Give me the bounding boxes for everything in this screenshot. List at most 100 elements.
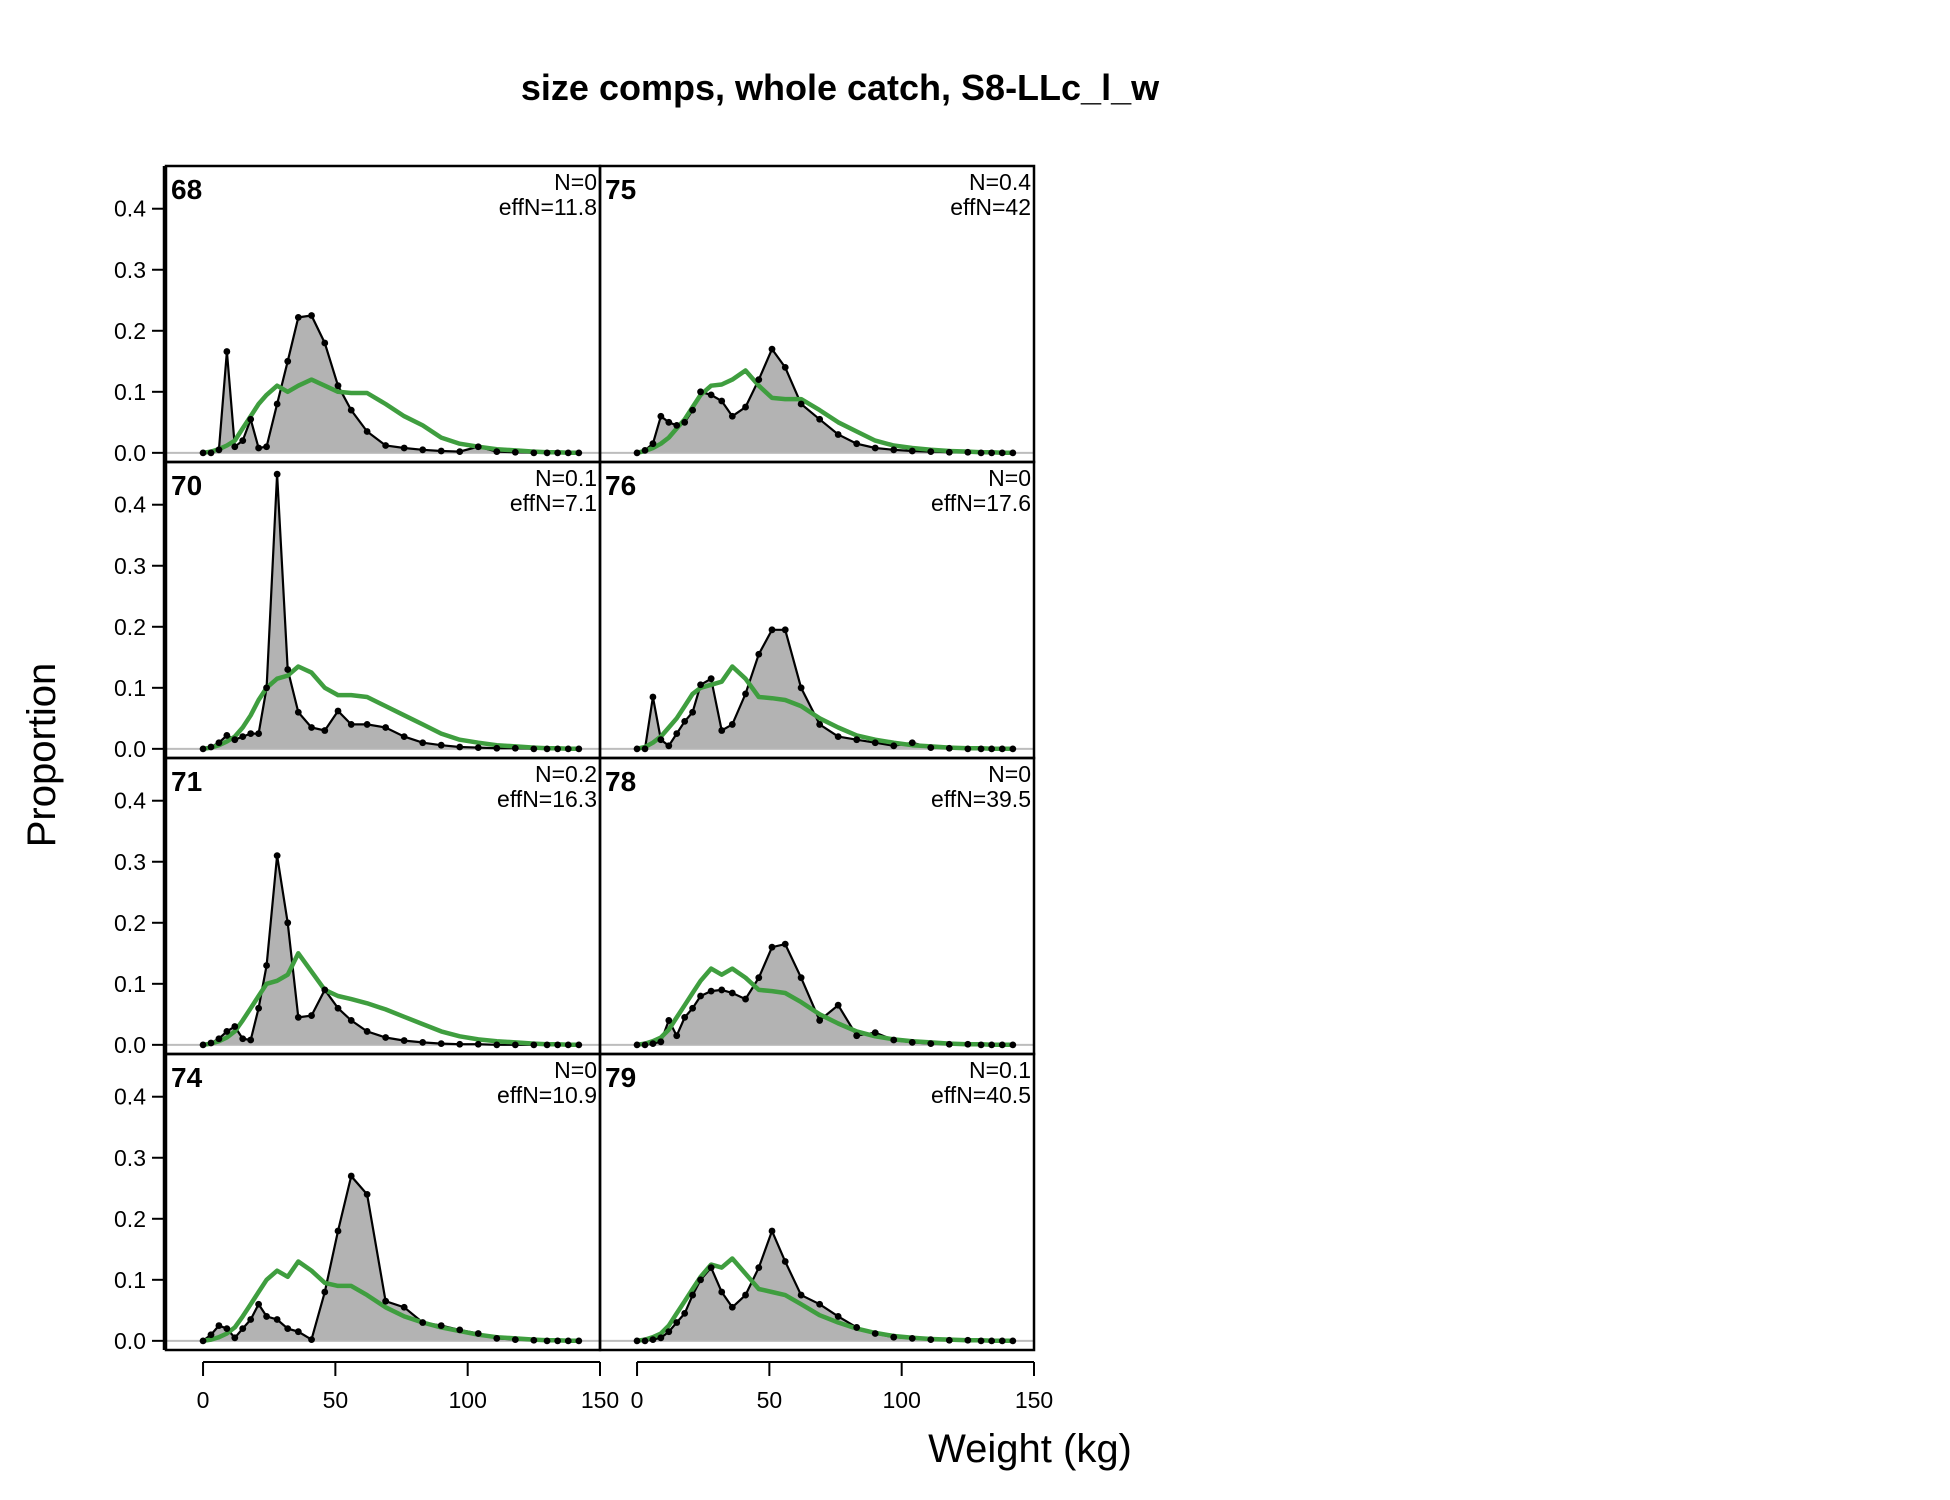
observed-point	[797, 400, 805, 408]
observed-point	[215, 446, 223, 454]
observed-point	[334, 1227, 342, 1235]
observed-point	[239, 437, 247, 445]
observed-point	[456, 743, 464, 751]
observed-point	[871, 739, 879, 747]
observed-point	[755, 650, 763, 658]
observed-point	[474, 1330, 482, 1337]
observed-point	[334, 1004, 342, 1012]
observed-point	[554, 745, 562, 753]
observed-point	[530, 1041, 538, 1049]
observed-point	[575, 1337, 583, 1345]
observed-point	[816, 415, 824, 423]
observed-line	[203, 314, 579, 454]
n-label: N=0	[988, 761, 1031, 787]
y-tick-label: 0.0	[114, 1032, 146, 1058]
observed-point	[718, 1288, 726, 1296]
observed-point	[308, 1336, 315, 1344]
observed-point	[247, 415, 255, 423]
observed-point	[797, 684, 805, 692]
observed-point	[419, 1039, 427, 1046]
observed-point	[657, 412, 665, 420]
observed-point	[456, 448, 464, 456]
observed-point	[1009, 745, 1017, 753]
observed-point	[231, 1334, 239, 1342]
observed-point	[511, 744, 519, 752]
observed-point	[649, 693, 657, 701]
observed-point	[543, 1041, 551, 1049]
observed-point	[493, 744, 501, 752]
y-tick-label: 0.3	[114, 553, 146, 579]
n-label: N=0	[988, 465, 1031, 491]
observed-point	[755, 376, 763, 384]
n-label: N=0.1	[969, 1057, 1031, 1083]
observed-point	[239, 1325, 247, 1333]
observed-point	[697, 388, 704, 396]
observed-point	[665, 418, 673, 426]
effn-label: effN=42	[950, 194, 1031, 220]
observed-point	[255, 730, 263, 737]
observed-point	[908, 447, 916, 455]
observed-point	[199, 1337, 207, 1345]
observed-point	[334, 382, 342, 390]
observed-point	[231, 1023, 239, 1030]
observed-point	[223, 1028, 231, 1035]
observed-area	[637, 349, 1013, 453]
x-tick-label: 150	[1015, 1387, 1053, 1413]
observed-point	[834, 1313, 842, 1320]
observed-point	[755, 974, 763, 982]
panel-label: 68	[171, 174, 202, 205]
observed-point	[382, 724, 390, 731]
observed-point	[707, 987, 715, 995]
observed-point	[247, 1316, 255, 1323]
observed-point	[945, 448, 953, 456]
observed-point	[554, 1041, 562, 1049]
observed-point	[530, 745, 538, 753]
observed-point	[284, 357, 292, 365]
observed-point	[231, 443, 239, 451]
observed-point	[681, 1013, 689, 1021]
observed-point	[890, 1333, 898, 1341]
observed-point	[977, 1337, 985, 1345]
observed-point	[543, 449, 551, 457]
observed-point	[742, 995, 749, 1003]
observed-point	[247, 730, 255, 737]
observed-point	[437, 1322, 445, 1329]
observed-point	[334, 707, 342, 715]
observed-point	[728, 1303, 736, 1311]
observed-point	[998, 1041, 1006, 1049]
observed-point	[347, 1017, 355, 1024]
observed-point	[816, 721, 824, 728]
expected-line	[202, 951, 579, 1048]
observed-point	[511, 448, 519, 456]
observed-point	[718, 986, 726, 994]
observed-point	[554, 1337, 562, 1345]
panel-label: 71	[171, 766, 202, 797]
observed-point	[493, 448, 501, 456]
observed-point	[633, 745, 641, 753]
observed-point	[294, 1013, 302, 1021]
observed-point	[207, 449, 215, 457]
observed-point	[231, 736, 239, 744]
observed-point	[665, 1017, 673, 1024]
observed-point	[908, 739, 916, 747]
observed-point	[781, 364, 789, 371]
observed-area	[203, 855, 579, 1045]
observed-point	[681, 717, 689, 725]
observed-point	[834, 431, 842, 438]
observed-point	[437, 741, 445, 749]
observed-point	[255, 1004, 263, 1012]
observed-point	[697, 1276, 704, 1284]
observed-point	[199, 1041, 207, 1049]
y-tick-label: 0.1	[114, 971, 146, 997]
observed-area	[637, 944, 1013, 1045]
observed-point	[689, 708, 697, 716]
observed-point	[215, 1322, 223, 1329]
observed-point	[665, 742, 673, 750]
n-label: N=0.4	[969, 169, 1031, 195]
observed-point	[781, 626, 789, 634]
observed-point	[728, 412, 736, 420]
observed-point	[263, 962, 270, 969]
observed-point	[530, 449, 538, 457]
